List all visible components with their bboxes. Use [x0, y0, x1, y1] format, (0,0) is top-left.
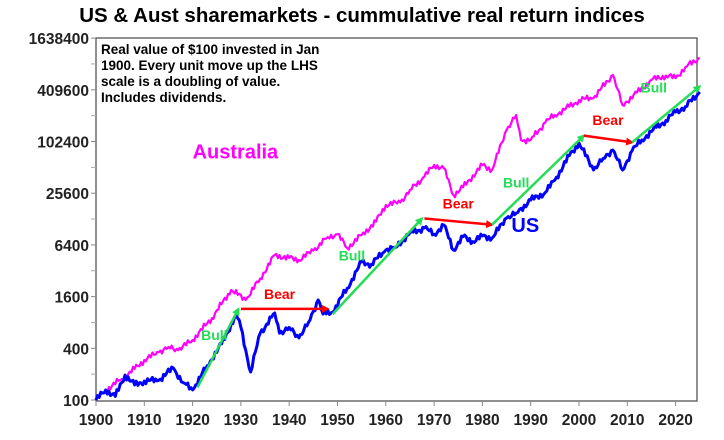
x-tick-label: 2010	[610, 412, 644, 429]
y-tick-label: 6400	[55, 238, 89, 255]
x-tick-label: 1920	[175, 412, 209, 429]
bear-label: Bear	[592, 112, 624, 128]
bull-arrow	[331, 217, 424, 315]
bear-arrow	[424, 217, 495, 229]
bull-arrow	[196, 307, 240, 389]
chart-title: US & Aust sharemarkets - cummulative rea…	[79, 4, 645, 27]
series-line-australia	[94, 56, 701, 401]
x-tick-label: 1930	[224, 412, 258, 429]
bull-arrow	[631, 85, 702, 144]
x-tick-label: 1990	[513, 412, 547, 429]
y-tick-label: 409600	[37, 83, 89, 100]
y-tick-label: 1638400	[29, 31, 89, 48]
bull-label: Bull	[201, 327, 227, 343]
bear-label: Bear	[264, 286, 296, 302]
bull-label: Bull	[641, 80, 667, 96]
x-tick-label: 2000	[562, 412, 596, 429]
x-tick-label: 1950	[320, 412, 354, 429]
x-tick-label: 1960	[369, 412, 403, 429]
x-tick-label: 2020	[658, 412, 692, 429]
series-label-us: US	[511, 215, 539, 237]
x-tick-label: 1910	[127, 412, 161, 429]
x-tick-label: 1900	[79, 412, 113, 429]
y-tick-label: 25600	[46, 186, 89, 203]
chart-note: Real value of $100 invested in Jan 1900.…	[101, 42, 320, 105]
y-tick-label: 100	[63, 393, 89, 410]
bear-label: Bear	[443, 195, 475, 211]
x-tick-label: 1980	[465, 412, 499, 429]
bull-label: Bull	[503, 174, 529, 190]
y-tick-label: 102400	[37, 135, 89, 152]
bull-arrow	[491, 134, 586, 226]
x-tick-label: 1970	[417, 412, 451, 429]
bear-arrow	[583, 134, 635, 146]
y-tick-label: 400	[63, 341, 89, 358]
y-tick-label: 1600	[55, 290, 89, 307]
x-tick-label: 1940	[272, 412, 306, 429]
bull-label: Bull	[339, 248, 365, 264]
series-label-australia: Australia	[193, 141, 279, 163]
